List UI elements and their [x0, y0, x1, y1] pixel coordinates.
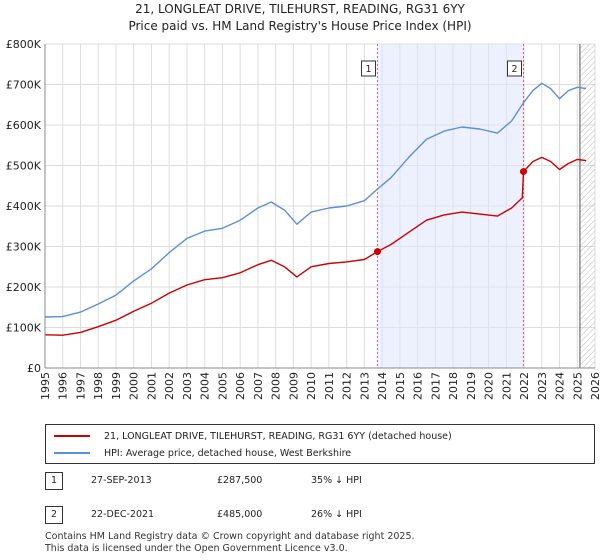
- sale-date: 22-DEC-2021: [91, 509, 155, 520]
- x-tick-label: 2011: [323, 372, 336, 400]
- sale-number-badge: 1: [45, 472, 63, 490]
- y-tick-label: £400K: [6, 200, 42, 213]
- sale-hpi-diff: 26% ↓ HPI: [311, 509, 362, 520]
- x-tick-label: 1998: [92, 372, 105, 400]
- y-tick-label: £200K: [6, 281, 42, 294]
- x-tick-label: 2013: [358, 372, 371, 400]
- x-tick-label: 2022: [518, 372, 531, 400]
- x-tick-label: 2007: [252, 372, 265, 400]
- x-tick-label: 2017: [429, 372, 442, 400]
- y-tick-label: £800K: [6, 38, 42, 51]
- legend-swatch-property: [54, 435, 90, 437]
- x-tick-label: 2006: [234, 372, 247, 400]
- x-tick-label: 2008: [270, 372, 283, 400]
- property-price-line: [44, 156, 587, 336]
- sale-date: 27-SEP-2013: [91, 475, 152, 486]
- y-tick-label: £500K: [6, 160, 42, 173]
- forecast-hatch: [579, 44, 595, 368]
- x-tick-label: 1997: [74, 372, 87, 400]
- x-tick-label: 2015: [394, 372, 407, 400]
- x-tick-label: 2000: [128, 372, 141, 400]
- x-tick-label: 1995: [39, 372, 52, 400]
- x-tick-label: 2003: [181, 372, 194, 400]
- x-tick-label: 2021: [500, 372, 513, 400]
- y-tick-label: £100K: [6, 322, 42, 335]
- x-tick-label: 2018: [447, 372, 460, 400]
- x-tick-label: 2004: [199, 372, 212, 400]
- legend-label-hpi: HPI: Average price, detached house, West…: [104, 447, 352, 459]
- x-tick-label: 2016: [412, 372, 425, 400]
- sale-price: £287,500: [217, 475, 263, 486]
- hpi-line: [44, 82, 587, 318]
- footer-licence: This data is licensed under the Open Gov…: [45, 543, 348, 554]
- x-tick-label: 2001: [145, 372, 158, 400]
- x-tick-label: 2023: [536, 372, 549, 400]
- sale-number-badge: 2: [45, 506, 63, 524]
- sale-marker-label: 1: [365, 64, 371, 75]
- x-tick-label: 2005: [216, 372, 229, 400]
- price-chart: 1 2 £0 £100K £200K £300K £400K £500K £600K £700K £…: [6, 38, 600, 400]
- y-tick-label: £700K: [6, 79, 42, 92]
- y-tick-label: £600K: [6, 119, 42, 132]
- x-tick-label: 1996: [57, 372, 70, 400]
- sale-hpi-diff: 35% ↓ HPI: [311, 475, 362, 486]
- x-tick-label: 2019: [465, 372, 478, 400]
- legend-label-property: 21, LONGLEAT DRIVE, TILEHURST, READING, …: [104, 430, 452, 442]
- sale-marker-badge: [507, 60, 522, 77]
- legend: 21, LONGLEAT DRIVE, TILEHURST, READING, …: [45, 424, 595, 464]
- sale-marker-badge: [360, 60, 376, 77]
- x-tick-label: 2009: [287, 372, 300, 400]
- legend-item-property: 21, LONGLEAT DRIVE, TILEHURST, READING, …: [54, 429, 452, 443]
- chart-subtitle: Price paid vs. HM Land Registry's House …: [128, 19, 472, 33]
- sale-point: [520, 168, 527, 176]
- x-tick-label: 2025: [571, 372, 584, 400]
- sale-price: £485,000: [217, 509, 263, 520]
- x-tick-label: 2024: [554, 372, 567, 400]
- x-tick-label: 2012: [341, 372, 354, 400]
- legend-swatch-hpi: [54, 452, 90, 454]
- sale-point: [373, 248, 381, 256]
- x-tick-label: 2020: [483, 372, 496, 400]
- ownership-period-shade: [377, 44, 524, 368]
- x-tick-label: 2014: [376, 372, 389, 400]
- chart-title-line1: 21, LONGLEAT DRIVE, TILEHURST, READING, …: [135, 2, 465, 16]
- y-tick-label: £0: [27, 362, 41, 375]
- x-tick-label: 1999: [110, 372, 123, 400]
- x-tick-label: 2010: [305, 372, 318, 400]
- y-tick-label: £300K: [6, 241, 42, 254]
- footer-copyright: Contains HM Land Registry data © Crown c…: [45, 531, 415, 542]
- sale-marker-label: 2: [511, 64, 517, 75]
- x-tick-label: 2002: [163, 372, 176, 400]
- x-tick-label: 2026: [589, 372, 600, 400]
- legend-item-hpi: HPI: Average price, detached house, West…: [54, 446, 351, 460]
